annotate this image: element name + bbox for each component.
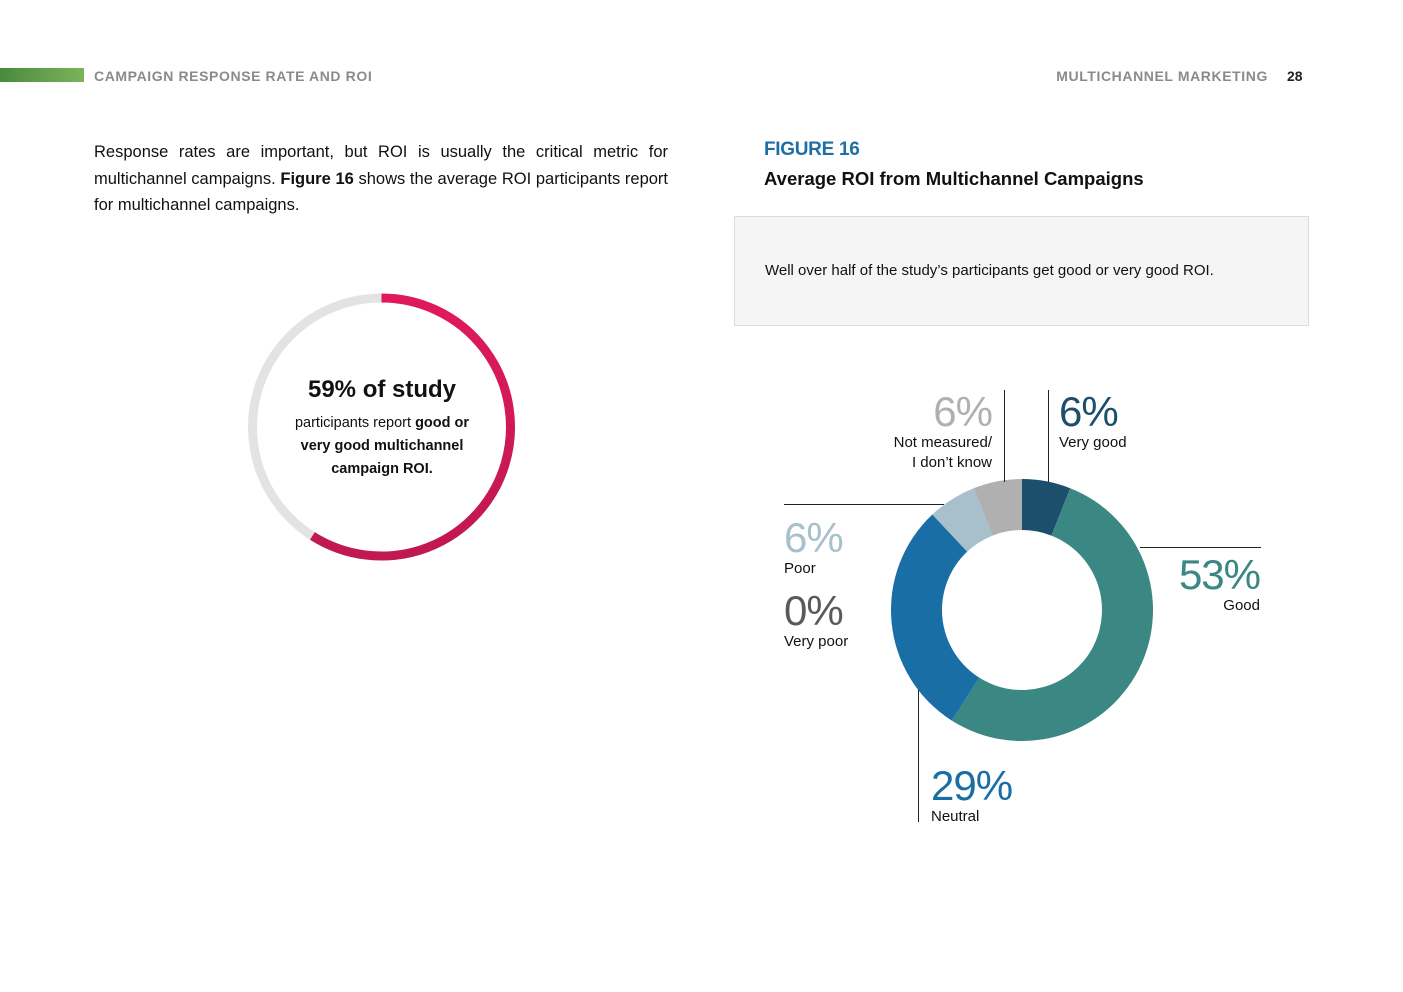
label-very-poor: 0% Very poor bbox=[784, 590, 848, 652]
callout-box: Well over half of the study’s participan… bbox=[734, 216, 1309, 326]
category-very-poor: Very poor bbox=[784, 633, 849, 650]
intro-text-2: shows the average ROI participants repor… bbox=[94, 169, 668, 215]
stat-text-bold: good or very good multichannel campaign … bbox=[300, 415, 470, 477]
stat-text-plain: participants report bbox=[294, 415, 416, 431]
figure-label: FIGURE 16 bbox=[764, 139, 860, 160]
category-good: Good bbox=[1223, 597, 1260, 614]
category-very-good: Very good bbox=[1059, 434, 1127, 451]
stat-headline: 59% of study bbox=[307, 376, 457, 403]
header-accent-bar bbox=[0, 68, 84, 82]
callout-text: Well over half of the study’s participan… bbox=[765, 262, 1214, 279]
value-poor: 6% bbox=[784, 514, 844, 561]
slice-not-measured-i-don-t-know bbox=[973, 479, 1022, 536]
figure-title: Average ROI from Multichannel Campaigns bbox=[764, 168, 1144, 189]
category-not-measured-line2: I don’t know bbox=[911, 454, 992, 471]
value-neutral: 29% bbox=[931, 762, 1013, 809]
label-poor: 6% Poor bbox=[784, 514, 844, 579]
intro-text-1: Response rates are important, but ROI is… bbox=[94, 143, 668, 188]
value-not-measured: 6% bbox=[933, 388, 993, 435]
figure-reference: Figure 16 bbox=[280, 169, 354, 188]
intro-paragraph: Response rates are important, but ROI is… bbox=[94, 139, 668, 219]
category-not-measured-line1: Not measured/ bbox=[893, 434, 992, 451]
value-very-good: 6% bbox=[1059, 388, 1119, 435]
slice-very-good bbox=[1022, 479, 1071, 536]
category-neutral: Neutral bbox=[931, 808, 980, 825]
value-good: 53% bbox=[1178, 551, 1261, 598]
page-number: 28 bbox=[1287, 68, 1303, 84]
section-title: CAMPAIGN RESPONSE RATE AND ROI bbox=[94, 68, 373, 84]
label-neutral: 29% Neutral bbox=[931, 762, 1013, 827]
value-very-poor: 0% bbox=[784, 587, 844, 634]
category-poor: Poor bbox=[784, 560, 816, 577]
label-very-good: 6% Very good bbox=[1059, 391, 1127, 453]
label-good: 53% Good bbox=[1120, 551, 1261, 616]
slice-neutral bbox=[891, 514, 980, 721]
slice-poor bbox=[932, 488, 993, 552]
report-title: MULTICHANNEL MARKETING bbox=[1056, 68, 1268, 84]
label-not-measured: 6% Not measured/ I don’t know bbox=[852, 388, 993, 473]
stat-description: participants report good or very good mu… bbox=[280, 412, 484, 481]
